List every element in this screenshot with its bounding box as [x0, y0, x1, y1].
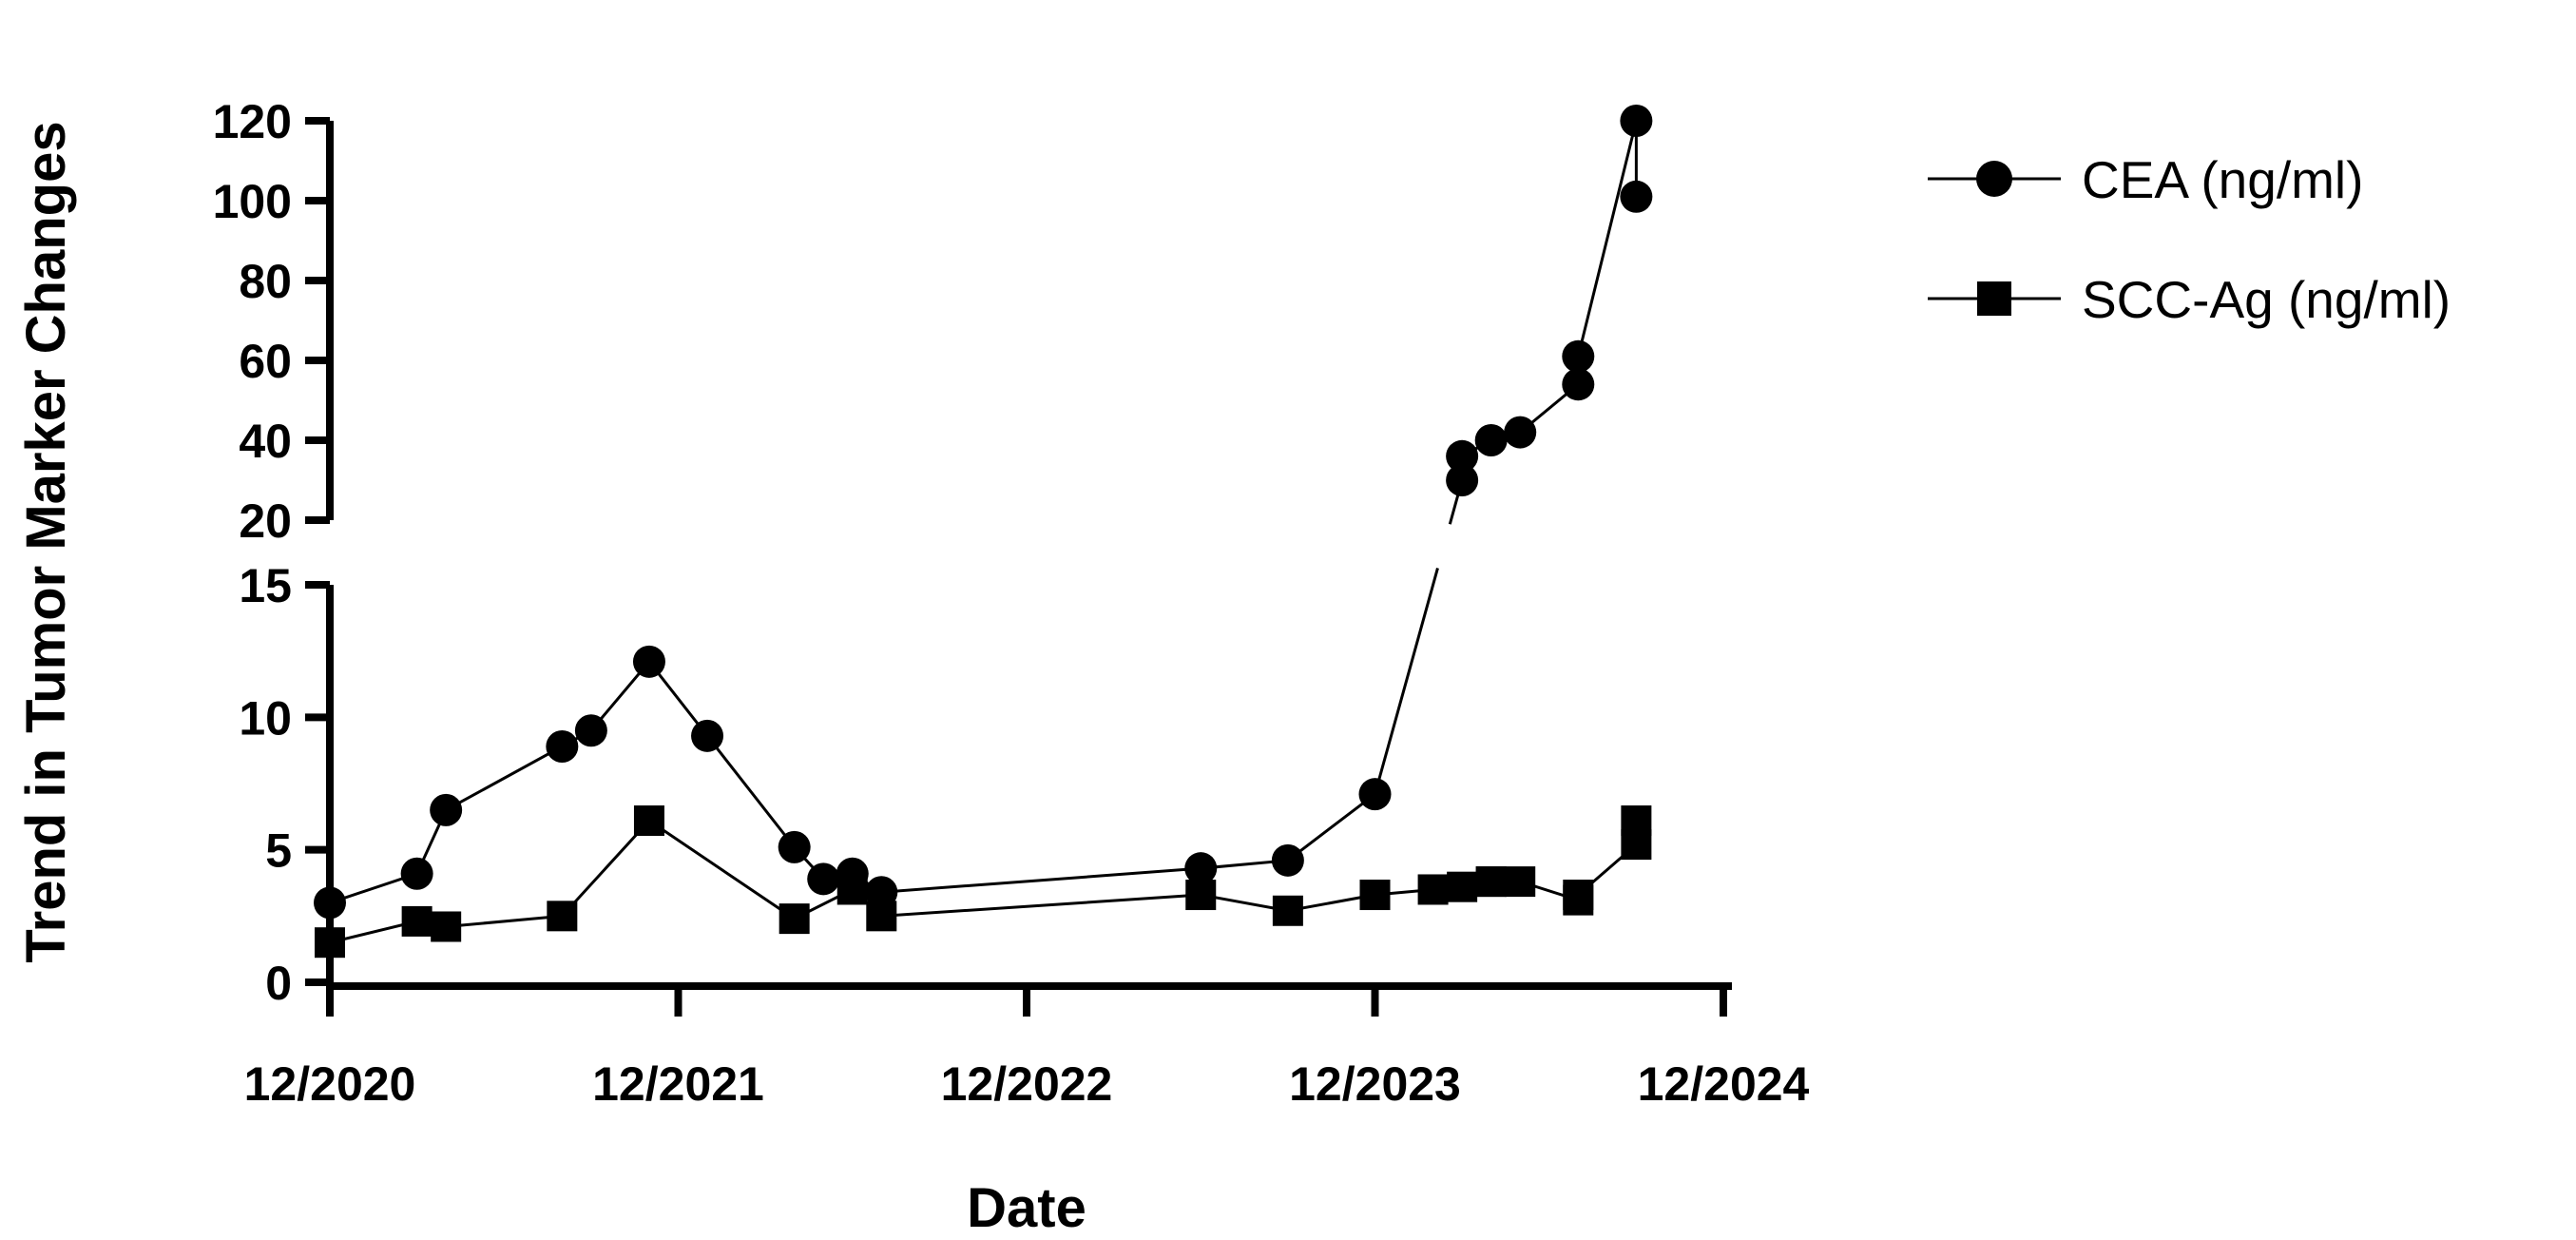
data-point	[836, 874, 868, 905]
data-point	[1620, 105, 1653, 137]
legend-marker-square	[1977, 281, 2011, 316]
data-point	[1621, 805, 1652, 837]
x-tick-label: 12/2023	[1289, 1057, 1461, 1111]
y-tick-label: 80	[239, 255, 292, 308]
data-point	[1474, 424, 1508, 456]
data-point	[1359, 880, 1391, 911]
data-point	[1272, 895, 1303, 926]
data-point	[1505, 866, 1536, 898]
y-axis-title: Trend in Tumor Marker Changes	[15, 121, 77, 962]
y-tick-label: 10	[239, 691, 292, 745]
data-point	[1185, 880, 1217, 911]
y-tick-label: 100	[213, 175, 292, 228]
data-point	[1417, 874, 1449, 905]
data-point	[691, 719, 724, 752]
data-point	[632, 645, 665, 678]
data-point	[574, 714, 607, 747]
data-point	[400, 857, 433, 890]
x-tick-label: 12/2022	[941, 1057, 1113, 1111]
data-point	[1447, 871, 1478, 902]
legend-label: SCC-Ag (ng/ml)	[2082, 270, 2451, 329]
data-point	[431, 911, 462, 942]
data-point	[1446, 439, 1479, 473]
data-point	[315, 927, 345, 959]
data-point	[1358, 778, 1392, 811]
legend-item: SCC-Ag (ng/ml)	[1928, 270, 2451, 329]
y-tick-label: 120	[213, 95, 292, 148]
data-point	[807, 862, 840, 896]
data-point	[314, 886, 346, 920]
data-point	[547, 901, 578, 932]
legend-item: CEA (ng/ml)	[1928, 150, 2363, 209]
legend-marker-circle	[1976, 161, 2012, 197]
data-point	[778, 830, 811, 863]
data-point	[1563, 880, 1594, 911]
y-tick-label: 5	[265, 824, 292, 878]
series-line	[329, 659, 1376, 904]
data-point	[430, 793, 463, 826]
series-layer	[314, 105, 1653, 959]
axes: 0 5 10 15 20 40 60 80 100 120 12/2020 12/2021 12/202…	[213, 95, 1810, 1111]
data-point	[1620, 180, 1653, 213]
data-point	[1475, 866, 1507, 898]
y-tick-label: 60	[239, 335, 292, 388]
y-tick-label: 20	[239, 494, 292, 548]
y-tick-label: 40	[239, 415, 292, 468]
legend: CEA (ng/ml) SCC-Ag (ng/ml)	[1928, 150, 2451, 329]
data-point	[779, 903, 810, 935]
y-tick-label: 15	[239, 559, 292, 612]
data-point	[1562, 368, 1595, 401]
data-point	[865, 876, 898, 909]
data-point	[1184, 852, 1218, 885]
x-tick-label: 12/2021	[592, 1057, 764, 1111]
series-scc-ag	[315, 805, 1652, 959]
y-tick-label: 0	[265, 957, 292, 1010]
series-cea	[314, 105, 1653, 920]
legend-label: CEA (ng/ml)	[2082, 150, 2363, 209]
x-axis-title: Date	[967, 1177, 1086, 1239]
data-point	[546, 729, 579, 763]
data-point	[1504, 416, 1537, 449]
x-tick-label: 12/2024	[1638, 1057, 1810, 1111]
data-point	[1446, 464, 1479, 496]
data-point	[401, 905, 433, 937]
data-point	[1562, 339, 1595, 373]
data-point	[866, 901, 897, 932]
series-line	[1374, 568, 1439, 795]
data-point	[633, 805, 664, 837]
data-point	[1271, 843, 1304, 877]
x-tick-label: 12/2020	[244, 1057, 416, 1111]
